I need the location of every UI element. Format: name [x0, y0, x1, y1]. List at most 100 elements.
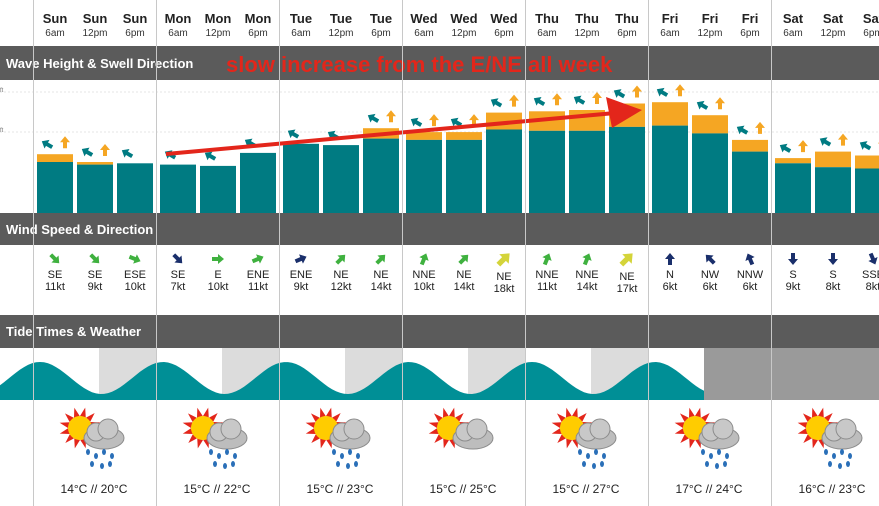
column-time: 6am: [168, 28, 188, 39]
column-time: 12pm: [697, 28, 723, 39]
swell-bar: [37, 162, 73, 214]
wind-cell: NE 17kt: [607, 251, 647, 295]
forecast-column-header: Sat 12pm: [813, 0, 853, 46]
wind-direction: SE: [170, 269, 186, 281]
wind-row: SE 11kt SE 9kt ESE 10kt SE 7kt E 10kt ENE 11kt ENE 9k…: [0, 245, 879, 315]
tide-chart: [0, 348, 879, 400]
wind-direction: S: [829, 269, 837, 281]
column-day: Mon: [244, 11, 272, 26]
swell-bar: [363, 138, 399, 214]
wind-speed: 7kt: [170, 281, 186, 293]
wind-section-header: Wind Speed & Direction: [0, 213, 879, 245]
column-time: 6am: [414, 28, 434, 39]
wind-wave-bar: [855, 155, 879, 169]
wind-cell: S 8kt: [813, 251, 853, 293]
weather-day: 15°C // 23°C: [279, 400, 401, 506]
column-time: 6pm: [863, 28, 879, 39]
swell-direction-icon: [613, 89, 626, 99]
temperature-range: 17°C // 24°C: [675, 482, 743, 496]
wind-direction: SE: [87, 269, 103, 281]
forecast-column-header: Thu 6am: [527, 0, 567, 46]
column-day: Wed: [490, 11, 518, 26]
column-day: Tue: [329, 11, 353, 26]
wind-arrow-icon: [665, 253, 675, 265]
wind-cell: NE 14kt: [444, 251, 484, 293]
column-day: Sat: [862, 11, 879, 26]
swell-bar: [406, 139, 442, 214]
wind-arrow-icon: [619, 253, 633, 267]
swell-bar: [283, 143, 319, 214]
swell-bar: [529, 130, 565, 214]
forecast-column-header: Sun 12pm: [75, 0, 115, 46]
sun-cloud-rain-icon: [182, 407, 248, 469]
swell-bar: [692, 133, 728, 214]
wind-arrow-icon: [582, 253, 592, 266]
column-day: Thu: [575, 11, 599, 26]
temperature-range: 15°C // 22°C: [183, 482, 251, 496]
column-time: 12pm: [451, 28, 477, 39]
column-day: Wed: [450, 11, 478, 26]
wind-arrow-icon: [251, 254, 264, 264]
weather-row: 14°C // 20°C 15°C // 22°C 15°C // 23°C 15°C…: [0, 400, 879, 506]
forecast-column-header: Sun 6pm: [115, 0, 155, 46]
sun-cloud-rain-icon: [59, 407, 125, 469]
temperature-range: 14°C // 20°C: [60, 482, 128, 496]
wind-wave-direction-icon: [675, 84, 685, 97]
column-day: Thu: [615, 11, 639, 26]
wind-speed: 6kt: [702, 281, 718, 293]
column-time: 6am: [783, 28, 803, 39]
wind-wave-bar: [406, 132, 442, 140]
wind-speed: 17kt: [616, 283, 638, 295]
wind-wave-direction-icon: [838, 133, 848, 146]
forecast-column-header: Wed 12pm: [444, 0, 484, 46]
column-time: 12pm: [205, 28, 231, 39]
column-time: 6pm: [125, 28, 145, 39]
day-separator: [33, 0, 34, 506]
wind-wave-direction-icon: [592, 92, 602, 104]
wind-wave-bar: [692, 115, 728, 134]
wind-speed: 10kt: [124, 281, 146, 293]
column-time: 6am: [291, 28, 311, 39]
swell-direction-icon: [859, 141, 872, 151]
column-time: 6pm: [371, 28, 391, 39]
swell-bar: [77, 164, 113, 214]
trend-arrow-line: [165, 111, 616, 156]
column-day: Sun: [42, 11, 68, 26]
sun-cloud-icon: [428, 407, 494, 450]
column-day: Sat: [822, 11, 844, 26]
wind-wave-bar: [775, 158, 811, 164]
swell-bar: [652, 125, 688, 214]
wind-direction: ESE: [123, 269, 146, 281]
wind-wave-direction-icon: [632, 85, 642, 98]
wind-direction: SE: [47, 269, 63, 281]
forecast-column-header: Wed 6am: [404, 0, 444, 46]
wind-direction: ENE: [289, 269, 313, 281]
column-time: 12pm: [328, 28, 354, 39]
wind-cell: NE 18kt: [484, 251, 524, 295]
wind-wave-direction-icon: [100, 144, 110, 156]
wind-arrow-icon: [212, 254, 224, 264]
forecast-column-header: Sun 6am: [35, 0, 75, 46]
wind-direction: NE: [373, 269, 389, 281]
column-day: Wed: [410, 11, 438, 26]
column-day: Fri: [701, 11, 719, 26]
wind-wave-direction-icon: [509, 94, 519, 107]
wind-section-title: Wind Speed & Direction: [6, 222, 154, 237]
wind-cell: S 9kt: [773, 251, 813, 293]
wind-cell: NE 12kt: [321, 251, 361, 293]
wind-cell: NE 14kt: [361, 251, 401, 293]
weather-day: 15°C // 27°C: [525, 400, 647, 506]
wind-speed: 8kt: [825, 281, 841, 293]
swell-direction-icon: [450, 117, 463, 127]
forecast-column-header: Mon 6am: [158, 0, 198, 46]
wind-wave-direction-icon: [386, 110, 396, 123]
wind-speed: 11kt: [537, 281, 557, 293]
wind-speed: 9kt: [293, 281, 309, 293]
swell-direction-icon: [736, 125, 749, 135]
swell-direction-icon: [367, 113, 380, 123]
wind-direction: NNE: [535, 269, 559, 281]
swell-direction-icon: [779, 143, 792, 153]
wind-wave-direction-icon: [798, 140, 808, 153]
column-day: Tue: [289, 11, 313, 26]
wind-arrow-icon: [335, 254, 346, 265]
